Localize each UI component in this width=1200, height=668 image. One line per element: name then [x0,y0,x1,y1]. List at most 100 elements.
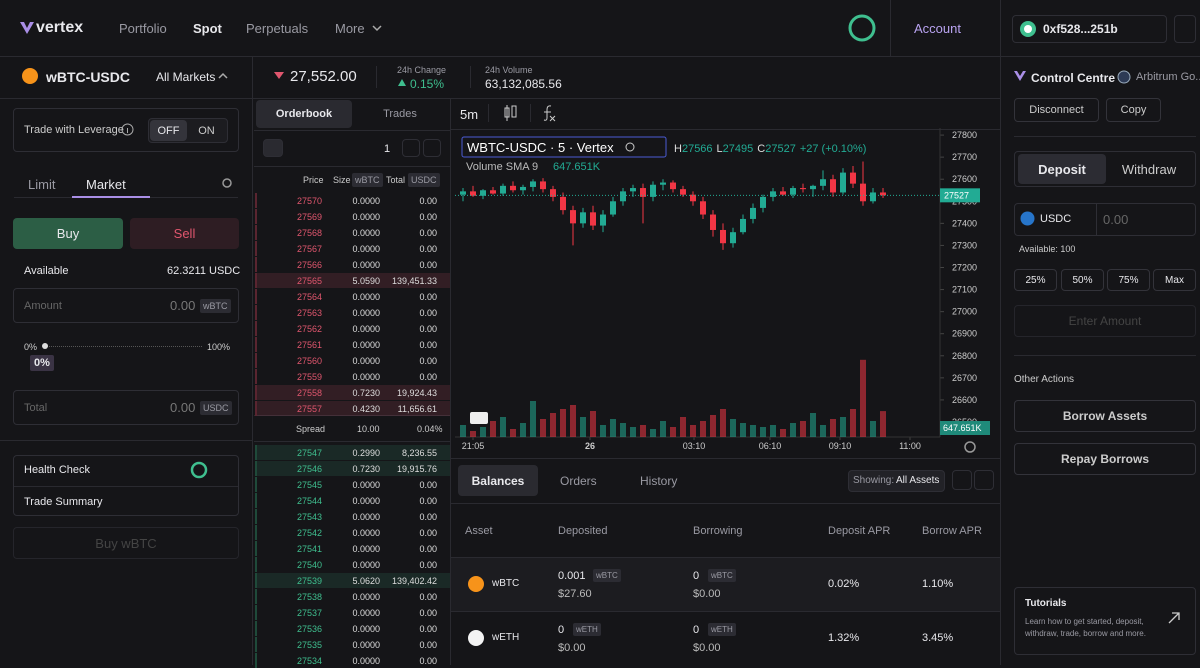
copy-button[interactable]: Copy [1106,98,1161,122]
y-tick-label: 27800 [952,130,977,140]
y-tick-label: 27200 [952,262,977,272]
volume-bar [600,425,606,437]
divider [14,486,238,487]
percent-button[interactable]: 25% [1014,269,1057,291]
row-edge [255,525,257,540]
divider [451,458,1000,459]
borrow-apr: 3.45% [922,632,954,644]
percent-button[interactable]: 75% [1107,269,1150,291]
deposit-tab[interactable]: Deposit [1018,154,1106,184]
total: 0.00 [419,480,437,490]
disconnect-button[interactable]: Disconnect [1014,98,1099,122]
tab-active[interactable]: Market [86,177,126,192]
view-button[interactable] [263,139,283,157]
enter-amount-button[interactable]: Enter Amount [1014,305,1196,337]
price-chart: 2780027700276002750027400273002720027100… [455,128,990,453]
nav-link[interactable]: More [335,21,365,36]
tab-active[interactable]: Orderbook [256,100,352,128]
candle-body [730,232,736,244]
deposit-apr: 1.32% [828,632,860,644]
divider [0,56,1200,57]
tab[interactable]: Orders [560,474,597,488]
y-tick-label: 26800 [952,351,977,361]
candle-body [790,188,796,195]
toggle-on[interactable]: ON [198,124,215,137]
amount-input[interactable] [13,288,239,323]
total: 0.00 [419,560,437,570]
candle-body [460,191,466,195]
toggle-off[interactable]: OFF [150,120,187,141]
candle-body [580,212,586,224]
candle-body [840,172,846,193]
percent-button[interactable]: Max [1153,269,1196,291]
size: 0.7230 [352,464,380,474]
filter[interactable] [848,470,945,492]
volume-bar [640,425,646,437]
account-link[interactable]: Account [914,21,961,36]
minus-button[interactable] [423,139,441,157]
total: 0.00 [419,656,437,666]
row-edge [255,385,257,400]
tutorials-text: Learn how to get started, deposit, withd… [1025,617,1146,638]
summary-box [13,455,239,516]
nav-link[interactable]: Perpetuals [246,21,309,36]
size: 0.0000 [352,592,380,602]
column-header: Asset [465,525,493,537]
row-edge [255,225,257,240]
x-tick-label: 26 [585,441,595,451]
borrow-button[interactable]: Borrow Assets [1014,400,1196,432]
withdraw-tab[interactable]: Withdraw [1121,161,1177,177]
row-edge [255,353,257,368]
row-edge [255,493,257,508]
price: 27543 [297,512,323,522]
slider-thumb[interactable] [42,343,48,349]
tab[interactable]: Limit [28,177,56,192]
tutorials-card[interactable] [1014,587,1196,655]
settings-button[interactable] [1174,15,1196,43]
candle-body [700,201,706,215]
percent-button[interactable]: 50% [1061,269,1104,291]
volume-value: 647.651K [553,161,601,173]
expand-button[interactable] [974,470,994,490]
submit-button[interactable]: Buy wBTC [13,527,239,559]
tab-active[interactable]: Balances [458,465,538,496]
change-label: 24h Change [397,65,447,75]
price: 27536 [297,624,323,634]
candle-body [750,207,756,219]
available-value: 62.3211 USDC [167,265,241,277]
divider [254,130,450,131]
tab[interactable]: Trades [383,108,417,120]
token: USDC [1040,213,1072,225]
wallet-button[interactable] [1012,15,1167,43]
amount-value: 0.00 [170,298,196,313]
price: 27542 [297,528,323,538]
plus-button[interactable] [402,139,420,157]
repay-button[interactable]: Repay Borrows [1014,443,1196,475]
price: 27534 [297,656,323,666]
deposit-input[interactable] [1014,203,1196,236]
volume-bar [730,419,736,437]
size: 0.0000 [352,324,380,334]
precision[interactable]: 1 [384,143,391,155]
candle-body [630,188,636,192]
last-price-box [940,188,980,203]
wallet-address: 0xf528...251b [1043,22,1118,36]
interval[interactable]: 5m [460,107,479,122]
tab[interactable]: History [640,474,678,488]
info-icon [121,123,134,136]
collapse-button[interactable] [952,470,972,490]
trade-summary[interactable]: Trade Summary [24,496,103,508]
nav-link[interactable]: Spot [193,21,222,36]
nav-link[interactable]: Portfolio [119,21,167,36]
row-edge [255,509,257,524]
volume-bar [660,421,666,437]
sell-button[interactable]: Sell [130,218,239,249]
network: Arbitrum Go... [1136,71,1200,83]
buy-button[interactable]: Buy [13,218,123,249]
section-label: Other Actions [1014,374,1075,385]
all-markets[interactable]: All Markets [156,70,216,84]
row-edge [255,241,257,256]
amount: 0 [558,624,565,636]
total-value: 0.00 [170,400,196,415]
health-check[interactable]: Health Check [24,464,91,476]
